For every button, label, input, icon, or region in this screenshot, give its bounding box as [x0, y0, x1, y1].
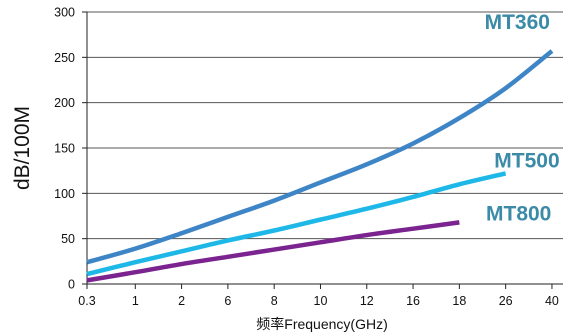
y-tick-label: 50 [61, 232, 75, 246]
x-tick-label: 10 [314, 294, 328, 308]
series-line-mt500 [86, 171, 507, 277]
y-tick-label: 100 [54, 187, 75, 201]
x-tick-label: 12 [360, 294, 374, 308]
x-tick-label: 8 [271, 294, 278, 308]
series-lines [86, 49, 554, 283]
series-label-mt800: MT800 [486, 202, 551, 225]
x-tick-label: 0.3 [78, 294, 95, 308]
x-tick-label: 2 [178, 294, 185, 308]
x-axis-title: 频率Frequency(GHz) [256, 316, 387, 332]
y-tick-label: 150 [54, 142, 75, 156]
x-tick-label: 26 [499, 294, 513, 308]
y-tick-label: 250 [54, 51, 75, 65]
series-label-mt360: MT360 [485, 11, 550, 34]
y-tick-label: 0 [68, 278, 75, 292]
x-tick-label: 16 [406, 294, 420, 308]
x-tick-label: 1 [132, 294, 139, 308]
x-tick-label: 40 [545, 294, 559, 308]
x-tick-labels: 0.3 1 2 6 8 10 12 16 18 26 40 [78, 284, 559, 308]
x-tick-label: 18 [452, 294, 466, 308]
y-tick-label: 200 [54, 96, 75, 110]
y-tick-label: 300 [54, 6, 75, 20]
series-line-mt360 [86, 49, 554, 265]
y-tick-labels: 0 50 100 150 200 250 300 [54, 6, 87, 292]
series-line-mt800 [86, 220, 460, 283]
x-tick-label: 6 [224, 294, 231, 308]
y-axis-title: dB/100M [11, 106, 34, 190]
series-labels: MT360 MT500 MT800 [485, 11, 560, 225]
series-label-mt500: MT500 [494, 149, 559, 172]
grid-lines [87, 11, 563, 240]
